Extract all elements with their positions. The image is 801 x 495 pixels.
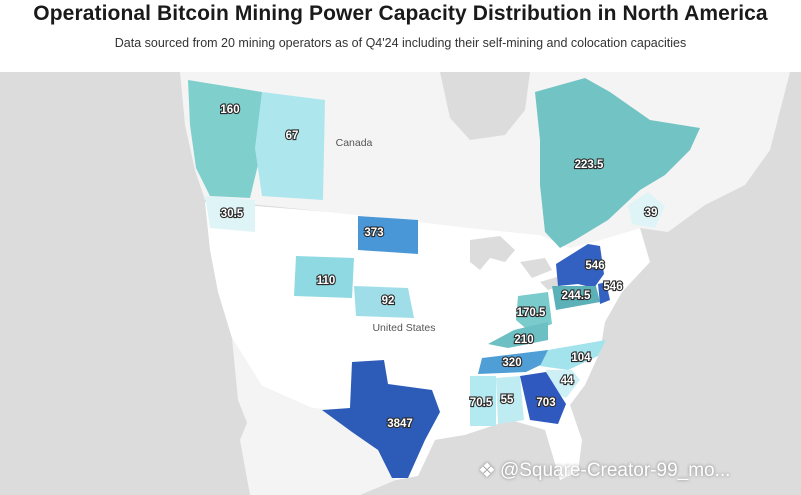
value-nebraska: 92: [382, 295, 395, 307]
value-new-york: 546: [585, 260, 604, 272]
region-new-york: [556, 244, 604, 288]
value-washington: 30.5: [221, 208, 244, 220]
region-alberta: [255, 92, 325, 200]
great-lakes: [470, 236, 566, 290]
value-north-dakota: 373: [364, 227, 383, 239]
label-united-states: United States: [372, 322, 435, 334]
watermark: ❖ @Square-Creator-99_mo...: [478, 458, 730, 483]
value-pennsylvania: 244.5: [562, 290, 591, 302]
baja-peninsula: [232, 338, 262, 430]
region-new-brunswick: [628, 192, 665, 228]
region-british-columbia: [188, 80, 262, 198]
region-north-dakota: [358, 216, 418, 254]
value-georgia: 703: [536, 397, 555, 409]
header: Operational Bitcoin Mining Power Capacit…: [0, 0, 801, 72]
page-title: Operational Bitcoin Mining Power Capacit…: [33, 2, 768, 25]
value-new-jersey: 546: [603, 281, 622, 293]
value-ohio: 170.5: [517, 307, 546, 319]
value-quebec: 223.5: [575, 159, 604, 171]
value-british-columbia: 160: [220, 104, 239, 116]
region-georgia: [520, 372, 566, 424]
mexico-landmass: [240, 386, 396, 495]
page-subtitle: Data sourced from 20 mining operators as…: [114, 36, 687, 50]
value-tennessee: 320: [502, 357, 521, 369]
region-washington: [205, 196, 255, 232]
label-canada: Canada: [336, 137, 373, 149]
region-new-jersey: [598, 282, 610, 304]
region-texas: [322, 360, 440, 478]
region-quebec: [535, 78, 700, 248]
value-wyoming: 110: [317, 275, 336, 287]
value-mississippi: 70.5: [470, 397, 493, 409]
region-pennsylvania: [552, 286, 600, 310]
value-north-carolina: 104: [571, 352, 591, 364]
region-wyoming: [294, 256, 354, 298]
gulf-of-mexico: [435, 420, 555, 495]
region-ohio: [516, 292, 552, 332]
north-america-map: Canada United States 160 67 223.5 39 30.…: [0, 72, 801, 495]
region-mississippi: [470, 376, 496, 426]
region-north-carolina: [540, 340, 606, 370]
watermark-text: @Square-Creator-99_mo...: [499, 459, 731, 481]
value-kentucky: 210: [514, 334, 533, 346]
value-texas: 3847: [387, 418, 413, 430]
value-south-carolina: 44: [561, 375, 574, 387]
diamond-logo-icon: ❖: [478, 460, 496, 482]
region-kentucky: [488, 322, 548, 348]
value-alberta: 67: [286, 130, 299, 142]
value-new-brunswick: 39: [645, 207, 658, 219]
region-tennessee: [478, 350, 555, 374]
hudson-bay: [440, 72, 530, 140]
region-nebraska: [354, 286, 414, 318]
region-alabama: [496, 376, 524, 424]
value-alabama: 55: [501, 394, 514, 406]
